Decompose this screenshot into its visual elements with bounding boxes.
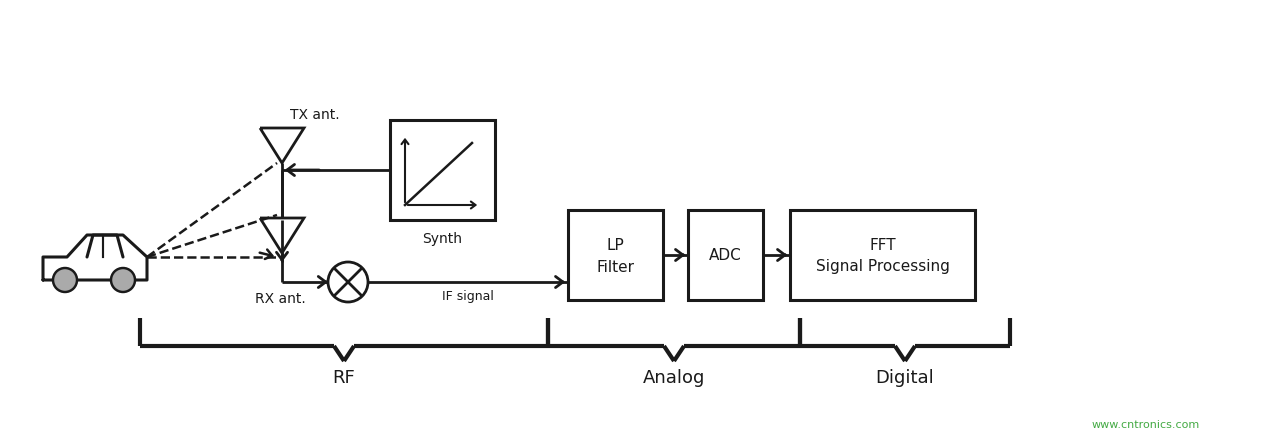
Text: LP: LP	[606, 237, 624, 252]
Bar	[689, 210, 763, 300]
Bar	[391, 120, 495, 220]
Text: Digital: Digital	[876, 369, 935, 387]
Text: www.cntronics.com: www.cntronics.com	[1092, 420, 1200, 430]
Text: IF signal: IF signal	[443, 290, 495, 303]
Text: FFT: FFT	[869, 237, 895, 252]
Text: TX ant.: TX ant.	[290, 108, 340, 122]
Bar	[790, 210, 975, 300]
Text: Synth: Synth	[422, 232, 463, 246]
Text: RF: RF	[332, 369, 355, 387]
Text: ADC: ADC	[709, 247, 742, 262]
Text: Filter: Filter	[596, 259, 634, 275]
Circle shape	[53, 268, 77, 292]
Text: Signal Processing: Signal Processing	[815, 259, 950, 275]
Bar	[568, 210, 663, 300]
Circle shape	[112, 268, 134, 292]
Text: RX ant.: RX ant.	[255, 292, 306, 306]
Text: Analog: Analog	[643, 369, 705, 387]
